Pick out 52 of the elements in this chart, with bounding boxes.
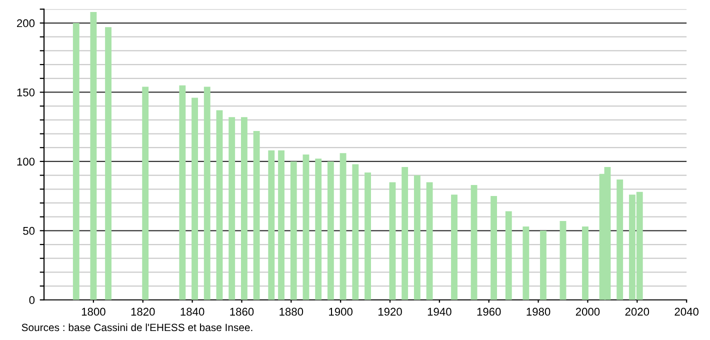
bar [142,86,149,300]
x-tick-label: 1940 [428,308,452,316]
x-tick-label: 1860 [230,308,254,316]
bar [192,98,198,300]
bar [278,150,284,300]
x-tick-label: 1900 [329,308,353,316]
bar [505,211,512,300]
x-tick-label: 1820 [131,308,155,316]
y-tick-label: 200 [17,19,35,28]
x-tick-label: 2040 [674,308,698,316]
bar [240,117,248,300]
bar [522,226,530,300]
bar [490,196,498,300]
y-tick-label: 100 [17,158,35,166]
x-tick-label: 1980 [526,308,550,316]
bar [540,230,546,300]
y-tick-label: 0 [29,296,35,304]
x-tick-label: 2000 [576,308,600,316]
bar [414,175,420,300]
bar [90,12,97,300]
bar [364,172,371,300]
bar [253,130,260,300]
bar [389,182,396,300]
bar [204,86,210,300]
bar [616,179,624,300]
bar [426,182,433,300]
bar [560,220,566,300]
bar [179,85,186,300]
bar [315,158,322,300]
bar [72,23,80,300]
bar [290,161,297,300]
bar [228,117,236,300]
bar [302,154,310,300]
bar [105,27,112,300]
x-tick-label: 1880 [280,308,304,316]
bar [327,161,334,300]
source-note: Sources : base Cassini de l'EHESS et base Insee. [22,323,252,332]
x-tick-label: 1960 [477,308,501,316]
bar [470,184,478,300]
x-tick-label: 1920 [378,308,402,316]
x-tick-label: 2020 [625,308,650,316]
bar [582,226,588,300]
y-tick-label: 50 [23,226,35,235]
x-tick-label: 1800 [82,308,106,316]
bar [268,150,275,300]
bar [352,164,359,300]
bar [216,110,223,300]
y-tick-label: 150 [17,88,35,96]
bar [451,194,458,300]
bar [340,153,346,300]
x-tick-label: 1840 [180,308,204,316]
bar [402,166,408,300]
